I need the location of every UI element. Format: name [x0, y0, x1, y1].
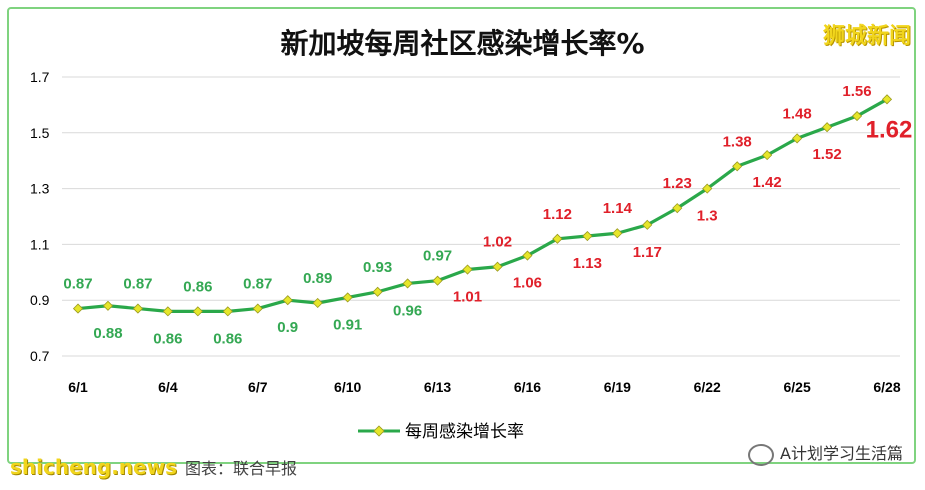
- site-watermark: shicheng.news: [10, 455, 177, 479]
- legend-marker: [373, 425, 385, 437]
- data-label: 0.86: [183, 278, 212, 295]
- y-tick-label: 1.5: [30, 125, 50, 141]
- data-point: [192, 306, 203, 317]
- data-label: 1.23: [663, 175, 692, 192]
- data-label: 0.88: [93, 325, 122, 342]
- data-point: [222, 306, 233, 317]
- data-label: 1.14: [603, 200, 633, 217]
- data-label: 0.86: [153, 330, 182, 347]
- data-label: 0.87: [243, 276, 272, 293]
- data-label: 0.97: [423, 248, 452, 265]
- gridlines: [62, 76, 900, 357]
- data-point: [132, 303, 143, 314]
- data-point: [612, 228, 623, 239]
- data-point: [762, 150, 773, 161]
- data-label: 1.12: [543, 206, 572, 223]
- data-point: [342, 292, 353, 303]
- data-label: 0.86: [213, 330, 242, 347]
- data-label: 1.56: [842, 83, 871, 100]
- x-tick-label: 6/1: [68, 379, 88, 395]
- bottom-left-watermark: shicheng.news 图表：联合早报: [10, 455, 297, 479]
- data-label: 1.62: [866, 116, 913, 143]
- chart-frame: [7, 7, 916, 464]
- legend: 每周感染增长率: [358, 422, 524, 442]
- wechat-icon: [748, 443, 775, 466]
- data-point: [432, 275, 443, 286]
- data-point: [881, 94, 893, 105]
- data-point: [402, 278, 413, 289]
- data-label: 1.3: [697, 208, 718, 225]
- data-point: [672, 203, 683, 214]
- data-point: [822, 122, 833, 133]
- data-labels: 0.87 0.88 0.87 0.86 0.86 0.86 0.87 0.9 0.89 0.91 0…: [63, 83, 912, 347]
- watermark-top-right: 狮城新闻: [822, 24, 911, 49]
- data-label: 1.52: [812, 146, 841, 163]
- y-tick-label: 1.7: [30, 69, 50, 85]
- x-tick-label: 6/10: [334, 379, 361, 395]
- y-tick-label: 1.3: [30, 181, 50, 197]
- data-point: [582, 230, 593, 242]
- data-point: [552, 233, 563, 244]
- legend-label: 每周感染增长率: [405, 422, 524, 442]
- data-label: 1.01: [453, 289, 482, 306]
- x-tick-label: 6/7: [248, 379, 268, 395]
- data-label: 1.02: [483, 234, 512, 251]
- data-point: [702, 183, 713, 194]
- data-point: [102, 300, 114, 311]
- wechat-watermark: A计划学习生活篇: [748, 440, 903, 466]
- data-point: [162, 306, 173, 317]
- data-label: 0.9: [277, 319, 298, 336]
- y-axis-ticks: 0.7 0.9 1.1 1.3 1.5 1.7: [30, 69, 50, 364]
- x-tick-label: 6/25: [783, 379, 810, 395]
- chart-title: 新加坡每周社区感染增长率%: [280, 27, 645, 60]
- data-label: 1.17: [633, 244, 662, 261]
- x-tick-label: 6/16: [514, 379, 541, 395]
- x-axis-ticks: 6/1 6/4 6/7 6/10 6/13 6/16 6/19 6/22 6/25 6/28: [68, 379, 901, 395]
- y-tick-label: 0.9: [30, 292, 50, 308]
- data-label: 0.87: [63, 276, 92, 293]
- data-point: [462, 264, 473, 275]
- y-tick-label: 1.1: [30, 236, 50, 252]
- data-point: [252, 303, 263, 314]
- wechat-watermark-text: A计划学习生活篇: [780, 444, 903, 463]
- data-label: 0.96: [393, 302, 422, 319]
- x-tick-label: 6/22: [694, 379, 721, 395]
- data-point: [282, 295, 293, 306]
- series-line: [77, 97, 888, 313]
- data-point: [372, 286, 383, 297]
- data-label: 1.13: [573, 255, 602, 272]
- data-label: 0.87: [123, 276, 152, 293]
- data-point: [72, 303, 84, 314]
- x-tick-label: 6/19: [604, 379, 631, 395]
- data-label: 0.93: [363, 259, 392, 276]
- data-point: [312, 297, 323, 309]
- data-point: [792, 133, 803, 144]
- data-label: 0.91: [333, 316, 362, 333]
- x-tick-label: 6/28: [873, 379, 900, 395]
- data-label: 0.89: [303, 270, 332, 287]
- data-point: [642, 219, 653, 230]
- y-tick-label: 0.7: [30, 348, 50, 364]
- data-label: 1.06: [513, 275, 542, 292]
- data-point: [851, 110, 863, 122]
- data-label: 1.42: [753, 174, 782, 191]
- data-point: [732, 161, 743, 172]
- data-point: [492, 261, 503, 272]
- x-tick-label: 6/4: [158, 379, 178, 395]
- series-group: [72, 94, 893, 317]
- x-tick-label: 6/13: [424, 379, 451, 395]
- data-point: [522, 250, 533, 261]
- data-label: 1.48: [783, 105, 812, 122]
- source-text: 图表：联合早报: [185, 459, 298, 478]
- data-label: 1.38: [723, 133, 752, 150]
